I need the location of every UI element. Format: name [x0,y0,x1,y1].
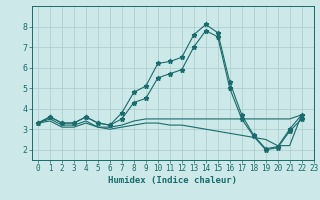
X-axis label: Humidex (Indice chaleur): Humidex (Indice chaleur) [108,176,237,185]
